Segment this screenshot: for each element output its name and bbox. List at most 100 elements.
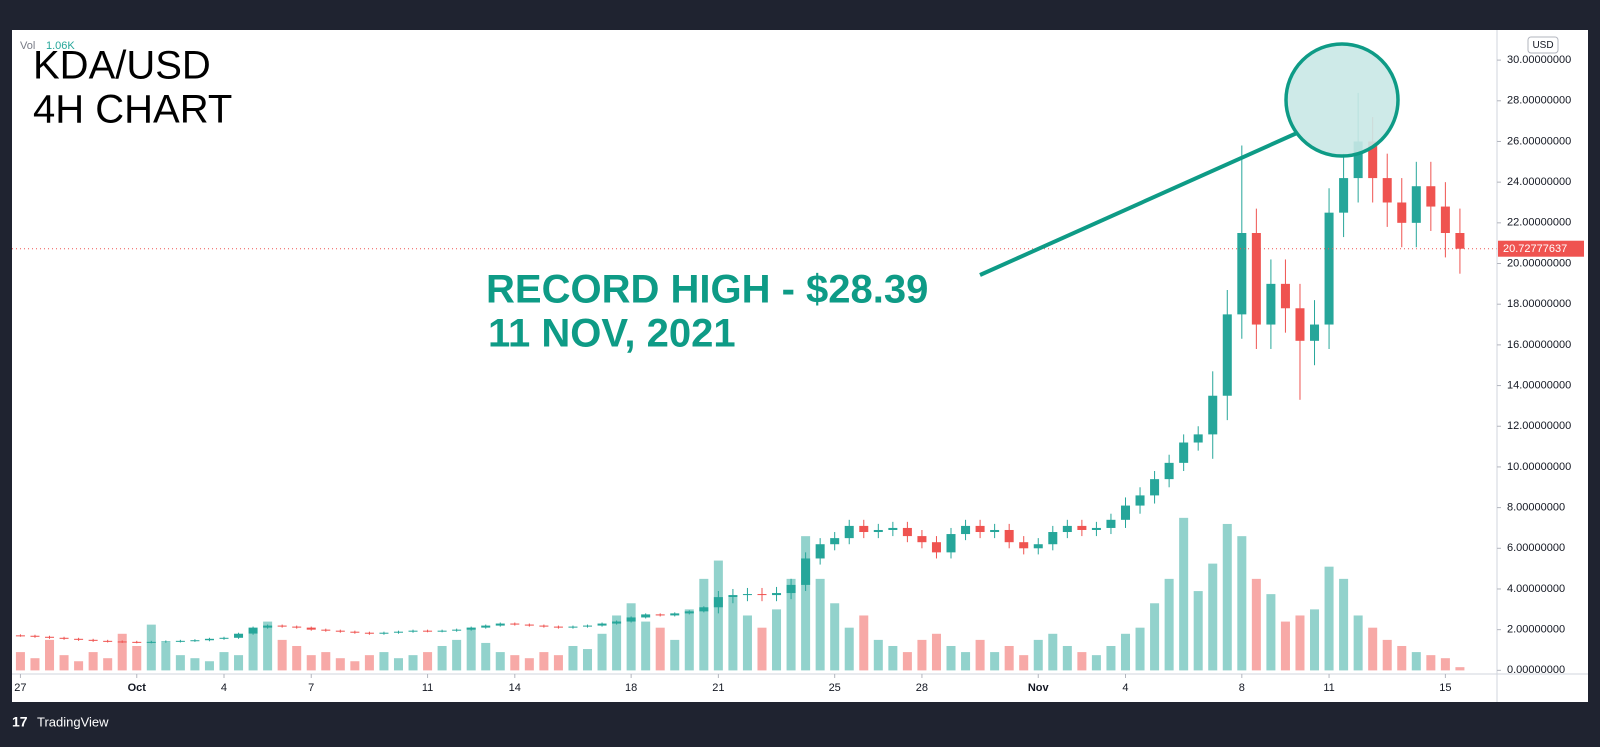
candle-body [844,525,854,539]
x-tick-label: 21 [712,682,724,694]
volume-bar [946,645,956,671]
volume-bar [961,652,971,671]
candle-body [103,640,113,642]
candle-body [1135,495,1145,506]
volume-bar [452,639,462,671]
volume-bar [1164,578,1174,671]
candle-body [263,625,273,628]
volume-bar [713,560,723,671]
volume-bar [524,658,534,671]
x-tick-label: 8 [1239,682,1245,694]
candle-body [1440,206,1450,234]
volume-bar [655,627,665,671]
y-tick-label: 2.00000000 [1507,624,1565,636]
footer-logo: 17 TradingView [12,714,109,730]
volume-bar [1091,655,1101,671]
volume-bar [1382,639,1392,671]
candle-body [917,536,927,543]
x-tick-label: 28 [916,682,928,694]
candle-body [204,638,214,641]
volume-bar [335,658,345,671]
candle-body [146,641,156,643]
x-tick-label: Nov [1028,682,1050,694]
candle-body [277,625,287,627]
volume-bar [670,639,680,671]
volume-bar [1353,615,1363,671]
volume-bar [1455,667,1465,671]
volume-bar [117,633,127,671]
candle-body [1266,283,1276,325]
volume-bar [423,652,433,671]
candle-body [582,625,593,627]
volume-bar [626,603,636,671]
candle-body [1368,141,1378,179]
y-tick-label: 20.00000000 [1507,257,1571,269]
volume-bar [873,639,883,671]
candle-body [931,542,941,553]
candle-body [902,527,912,537]
volume-bar [88,652,98,671]
volume-bar [641,621,651,671]
y-tick-label: 14.00000000 [1507,379,1571,391]
volume-bar [74,661,84,671]
x-tick-label: 25 [829,682,841,694]
candle-body [1222,314,1232,396]
x-tick-label: 11 [422,682,433,694]
volume-bar [1310,609,1320,671]
candle-body [612,621,622,624]
volume-bar [1266,594,1276,671]
volume-bar [234,655,244,671]
candle-body [321,629,331,631]
volume-bar [1004,645,1014,671]
volume-bar [510,655,520,671]
candle-body [30,635,40,637]
candle-body [1295,308,1305,341]
volume-bar [248,633,258,671]
candle-body [1150,479,1160,496]
candle-body [786,584,796,594]
volume-bar [859,615,869,671]
candle-body [1077,525,1087,530]
candle-body [1353,141,1363,179]
volume-bar [15,652,25,671]
candle-body [219,637,229,639]
candle-body [641,614,651,618]
candle-body [379,632,389,634]
x-tick-label: 4 [1122,682,1128,694]
candle-body [161,641,171,643]
volume-bar [975,639,985,671]
candle-body [1411,186,1421,223]
candle-body [132,641,142,643]
candle-body [393,631,403,633]
volume-bar [1339,578,1349,671]
candle-body [364,632,374,634]
volume-bar [495,652,505,671]
currency: USD [1532,40,1553,51]
candle-body [742,594,752,596]
volume-bar [321,652,331,671]
y-tick-label: 30.00000000 [1507,54,1571,66]
candle-body [772,593,782,596]
candle-body [1208,395,1218,435]
volume-bar [902,652,912,671]
candle-body [1251,233,1261,325]
candle-body [1339,178,1349,213]
volume-bar [888,645,898,671]
candle-body [990,529,1000,533]
candle-body [306,627,316,630]
candle-body [1179,442,1189,463]
y-tick-label: 24.00000000 [1507,176,1571,188]
candle-body [1237,233,1247,315]
volume-bar [815,578,825,671]
volume-bar [1208,563,1218,671]
volume-bar [1048,633,1058,671]
volume-bar [684,609,694,671]
chart-title: KDA/USD [33,44,211,88]
last-price-badge [1498,240,1584,257]
x-tick-label: 15 [1439,682,1451,694]
y-tick-label: 18.00000000 [1507,298,1571,310]
candle-body [15,635,25,637]
candle-body [815,544,825,559]
candle-body [1091,527,1101,530]
